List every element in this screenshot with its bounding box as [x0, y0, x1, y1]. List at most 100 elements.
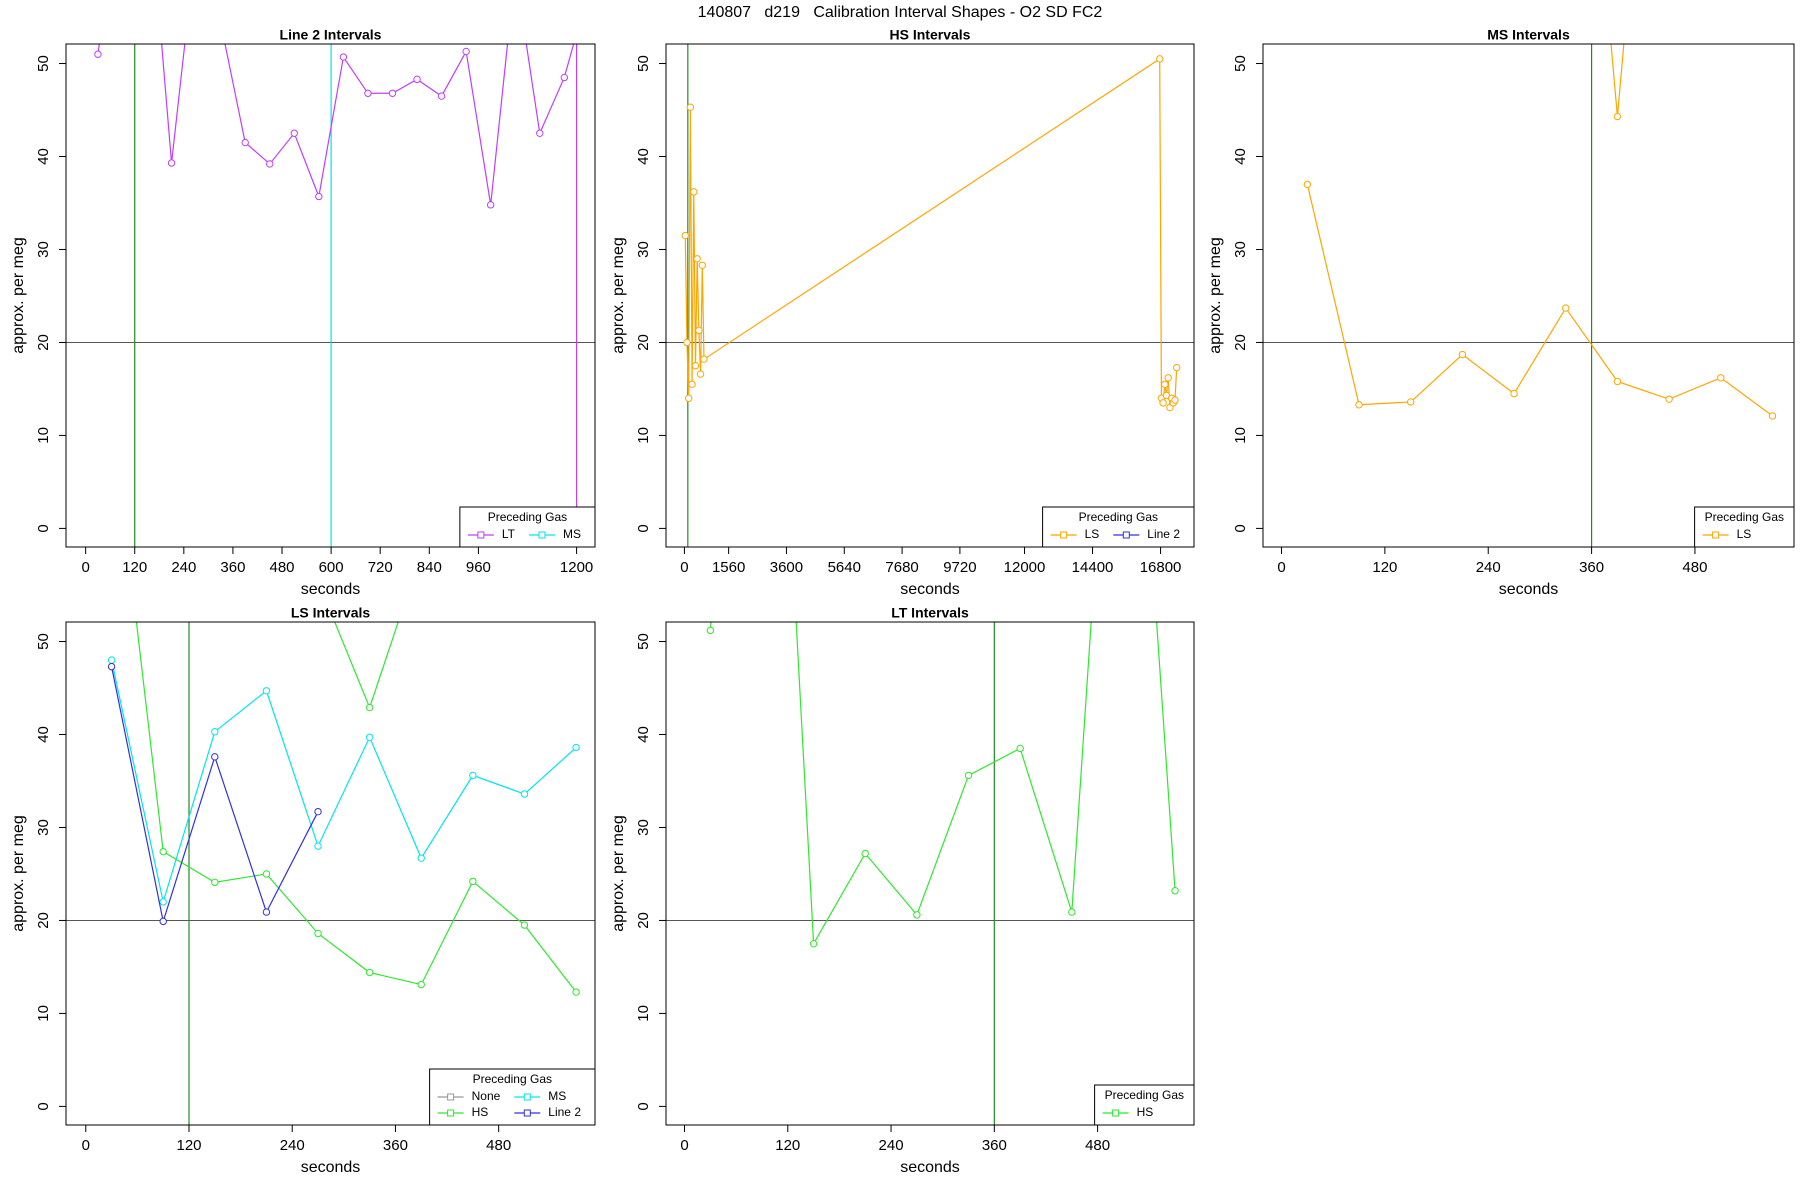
data-point — [314, 842, 322, 850]
y-tick-label: 20 — [35, 334, 52, 351]
x-tick-label: 360 — [220, 559, 245, 576]
legend-box — [1694, 506, 1795, 548]
x-tick-label: 480 — [486, 1137, 511, 1154]
data-point — [486, 201, 495, 209]
x-tick-label: 0 — [81, 559, 89, 576]
x-tick-label: 480 — [270, 559, 295, 576]
data-point — [1665, 395, 1673, 403]
legend-label: LS — [1085, 527, 1100, 541]
y-tick-label: 40 — [635, 726, 652, 743]
x-tick-label: 720 — [368, 559, 393, 576]
y-tick-label: 50 — [635, 633, 652, 650]
data-point — [159, 898, 167, 906]
y-tick-label: 30 — [635, 819, 652, 836]
data-point — [691, 361, 700, 370]
legend: Preceding Gas LS — [1694, 506, 1795, 548]
legend-item: None — [437, 1089, 501, 1103]
x-tick-label: 16800 — [1140, 559, 1182, 576]
legend: Preceding Gas LT MS — [459, 506, 596, 548]
data-point — [695, 326, 703, 335]
y-tick-label: 10 — [635, 427, 652, 444]
plot-frame — [665, 43, 1195, 548]
legend: Preceding Gas None HS MS Line 2 — [429, 1068, 596, 1126]
legend-item: LT — [467, 527, 516, 541]
data-point — [684, 394, 693, 402]
data-point — [1156, 55, 1164, 63]
y-tick-label: 30 — [35, 819, 52, 836]
data-point — [1016, 744, 1024, 753]
y-tick-label: 20 — [35, 912, 52, 929]
y-axis-label: approx. per meg — [1207, 237, 1224, 354]
x-tick-label: 120 — [176, 1137, 201, 1154]
legend-item: LS — [1702, 527, 1751, 541]
legend-marker — [523, 1093, 531, 1101]
data-point — [469, 877, 477, 886]
data-point — [700, 355, 708, 363]
data-point — [1562, 304, 1570, 312]
legend-label: Line 2 — [548, 1105, 581, 1119]
legend-item: Line 2 — [1113, 527, 1180, 541]
data-point — [683, 338, 691, 347]
x-tick-label: 120 — [122, 559, 147, 576]
legend-box — [459, 506, 596, 548]
legend-marker — [447, 1093, 455, 1101]
data-point — [1173, 363, 1181, 372]
data-point — [690, 188, 698, 196]
plot-area — [66, 622, 595, 1125]
legend-label: MS — [548, 1089, 566, 1103]
data-point — [1171, 396, 1179, 404]
x-axis-label: seconds — [1499, 581, 1559, 598]
figure-title: 140807 d219 Calibration Interval Shapes … — [698, 4, 1103, 21]
plot-frame — [65, 621, 596, 1126]
panel-title: LT Intervals — [891, 605, 969, 621]
legend-label: MS — [563, 527, 581, 541]
legend-title: Preceding Gas — [1079, 510, 1158, 524]
panel: HS Intervals 0 1560 3600 5640 7680 9720 12000 14… — [610, 27, 1195, 598]
legend-title: Preceding Gas — [1705, 510, 1784, 524]
data-point — [964, 771, 973, 780]
legend-item: HS — [1102, 1105, 1153, 1119]
panel: LT Intervals 0 120 240 360 480 0 10 20 30 40 50 seco… — [610, 605, 1195, 1176]
y-tick-label: 0 — [635, 1102, 652, 1110]
x-tick-label: 120 — [1372, 559, 1397, 576]
legend-marker — [1112, 1109, 1120, 1117]
legend-label: LT — [502, 527, 516, 541]
data-point — [1613, 377, 1622, 386]
data-point — [1613, 112, 1622, 121]
y-tick-label: 20 — [635, 912, 652, 929]
data-point — [211, 728, 219, 736]
y-tick-label: 10 — [35, 427, 52, 444]
x-tick-label: 840 — [417, 559, 442, 576]
y-tick-label: 50 — [1232, 55, 1249, 72]
data-point — [686, 103, 695, 111]
plot-area — [666, 622, 1194, 1125]
y-tick-label: 50 — [35, 55, 52, 72]
data-point — [520, 921, 529, 929]
data-point — [262, 870, 271, 878]
data-point — [388, 89, 397, 97]
plot-area — [66, 44, 595, 547]
y-tick-label: 40 — [1232, 148, 1249, 165]
y-tick-label: 20 — [1232, 334, 1249, 351]
y-tick-label: 0 — [1232, 524, 1249, 532]
data-point — [314, 929, 322, 938]
panel: Line 2 Intervals 0 120 240 360 480 600 720 840 96… — [10, 27, 596, 598]
x-tick-label: 14400 — [1072, 559, 1114, 576]
legend-marker — [1712, 531, 1720, 539]
data-point — [159, 847, 167, 856]
plot-frame — [1262, 43, 1795, 548]
x-tick-label: 360 — [1579, 559, 1604, 576]
data-point — [698, 261, 706, 269]
x-tick-label: 5640 — [828, 559, 861, 576]
y-tick-label: 40 — [635, 148, 652, 165]
x-tick-label: 240 — [1476, 559, 1501, 576]
data-point — [211, 878, 219, 887]
legend-marker — [1060, 531, 1068, 539]
legend-box — [1042, 506, 1195, 548]
legend: Preceding Gas LS Line 2 — [1042, 506, 1195, 548]
x-tick-label: 120 — [775, 1137, 800, 1154]
data-point — [262, 687, 271, 695]
legend-item: HS — [437, 1105, 488, 1119]
x-tick-label: 360 — [383, 1137, 408, 1154]
data-point — [681, 231, 689, 240]
